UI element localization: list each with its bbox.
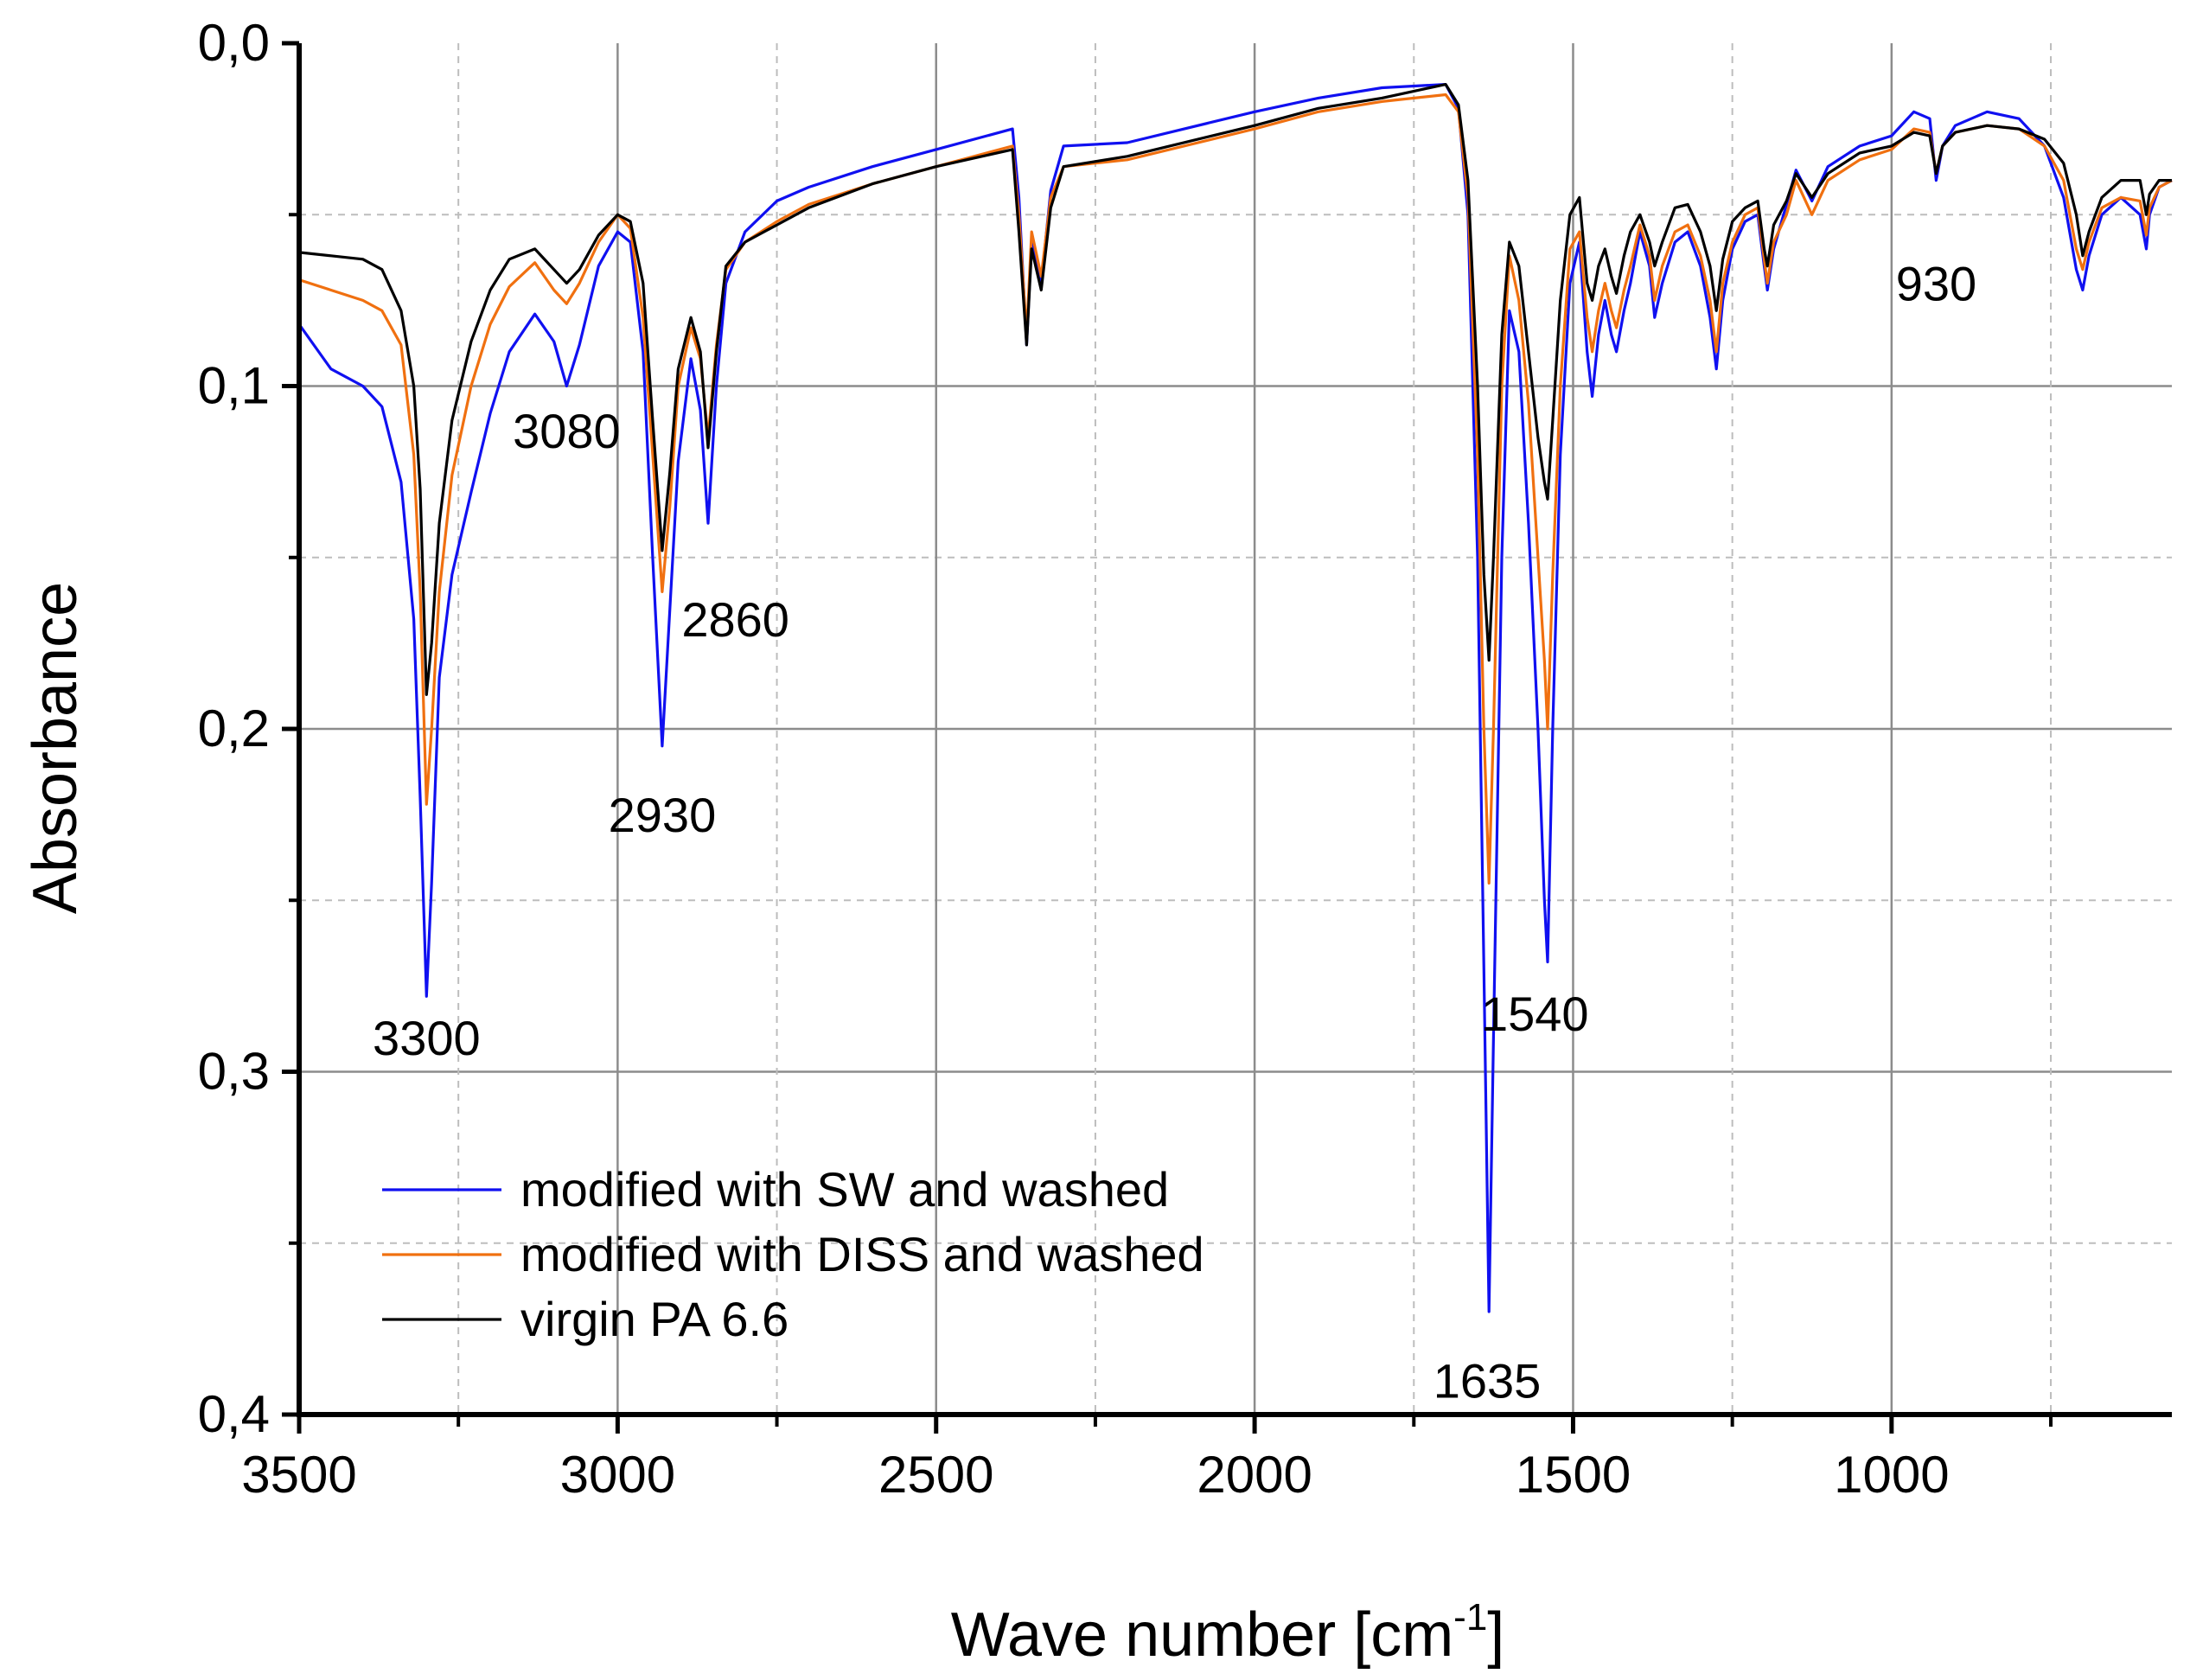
series-line-1 (297, 83, 2173, 1313)
peak-annotation: 2860 (681, 592, 789, 647)
x-axis-title: Wave number [cm-1] (951, 1596, 1505, 1670)
y-axis-title: Absorbance (21, 582, 90, 914)
x-tick-label: 1000 (1834, 1446, 1949, 1504)
peak-annotations: 3300 3080 2930 2860 1635 1540 930 (373, 257, 1976, 1409)
peak-annotation: 1540 (1481, 987, 1589, 1041)
series-line-3 (298, 83, 2172, 696)
legend: modified with SW and washed modified with… (382, 1162, 1204, 1346)
y-tick-label: 0,4 (198, 1385, 270, 1443)
x-tick-label: 2000 (1197, 1446, 1312, 1504)
x-tick-label: 3000 (560, 1446, 675, 1504)
peak-annotation: 930 (1896, 257, 1976, 311)
x-axis-title-main: Wave number [cm (951, 1600, 1453, 1670)
peak-annotation: 3300 (373, 1011, 481, 1065)
y-tick-label: 0,3 (198, 1043, 270, 1101)
y-tick-label: 0,2 (198, 699, 270, 757)
axes (282, 41, 2172, 1434)
peak-annotation: 3080 (513, 404, 621, 458)
legend-label-3: virgin PA 6.6 (520, 1292, 789, 1346)
x-tick-label: 2500 (878, 1446, 993, 1504)
legend-label-1: modified with SW and washed (520, 1162, 1169, 1217)
y-tick-label: 0,0 (198, 14, 270, 72)
tick-labels: 3500 3000 2500 2000 1500 1000 0,0 0,1 0,2 0,3 0,4 (198, 14, 1950, 1504)
x-axis-title-suffix: ] (1487, 1600, 1504, 1670)
x-tick-label: 3500 (241, 1446, 356, 1504)
legend-label-2: modified with DISS and washed (520, 1227, 1204, 1281)
peak-annotation: 2930 (609, 788, 717, 842)
y-tick-label: 0,1 (198, 357, 270, 415)
series-lines (297, 83, 2173, 1313)
x-tick-label: 1500 (1516, 1446, 1631, 1504)
peak-annotation: 1635 (1433, 1353, 1542, 1408)
x-axis-title-superscript: -1 (1453, 1596, 1487, 1638)
